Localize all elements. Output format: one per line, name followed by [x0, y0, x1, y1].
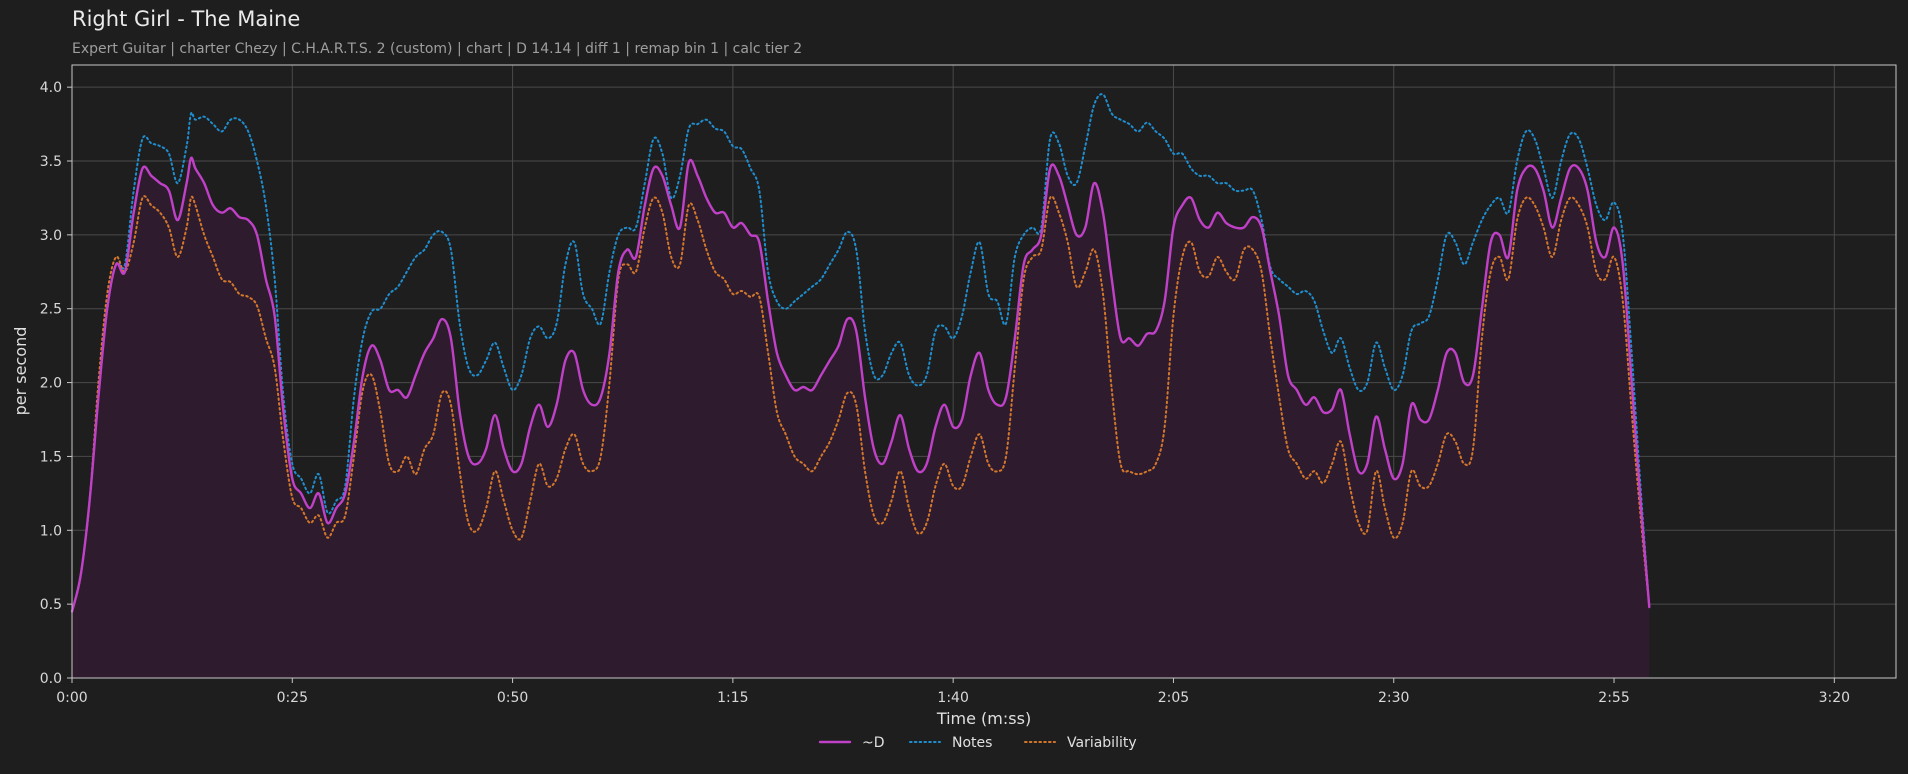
chart-title: Right Girl - The Maine	[72, 7, 301, 31]
y-tick-label: 1.0	[40, 523, 62, 539]
x-tick-label: 0:00	[56, 690, 87, 706]
y-tick-label: 2.0	[40, 376, 62, 392]
plot-frame	[71, 64, 1897, 679]
legend: ~D Notes Variability	[818, 735, 1137, 751]
x-tick-label: 3:20	[1819, 690, 1850, 706]
y-tick-label: 3.0	[40, 228, 62, 244]
y-tick-label: 0.5	[40, 597, 62, 613]
axis-ticks: 0:00 0:25 0:50 1:15 1:40 2:05 2:30 2:55 3:20 0.0 0…	[40, 80, 1850, 706]
series-line-variability	[71, 195, 1651, 613]
legend-label-variability: Variability	[1067, 735, 1137, 751]
x-axis-label: Time (m:ss)	[936, 709, 1031, 728]
x-tick-label: 1:40	[937, 690, 968, 706]
y-tick-label: 1.5	[40, 449, 62, 465]
chart-subtitle: Expert Guitar | charter Chezy | C.H.A.R.…	[72, 41, 803, 57]
y-tick-label: 2.5	[40, 302, 62, 318]
x-tick-label: 0:50	[497, 690, 528, 706]
x-tick-label: 2:05	[1158, 690, 1189, 706]
area-fill-layer	[72, 157, 1650, 678]
y-axis-label: per second	[11, 327, 30, 416]
x-tick-label: 1:15	[717, 690, 748, 706]
x-tick-label: 2:55	[1598, 690, 1629, 706]
y-tick-label: 3.5	[40, 154, 62, 170]
series-layer	[70, 93, 1651, 613]
series-line-notes	[71, 93, 1651, 613]
x-tick-label: 2:30	[1378, 690, 1409, 706]
area-fill-d	[72, 157, 1650, 678]
legend-label-notes: Notes	[952, 735, 992, 751]
y-tick-label: 4.0	[40, 80, 62, 96]
y-tick-label: 0.0	[40, 671, 62, 687]
series-line-d	[70, 156, 1651, 613]
x-tick-label: 0:25	[277, 690, 308, 706]
legend-label-d: ~D	[862, 735, 885, 751]
